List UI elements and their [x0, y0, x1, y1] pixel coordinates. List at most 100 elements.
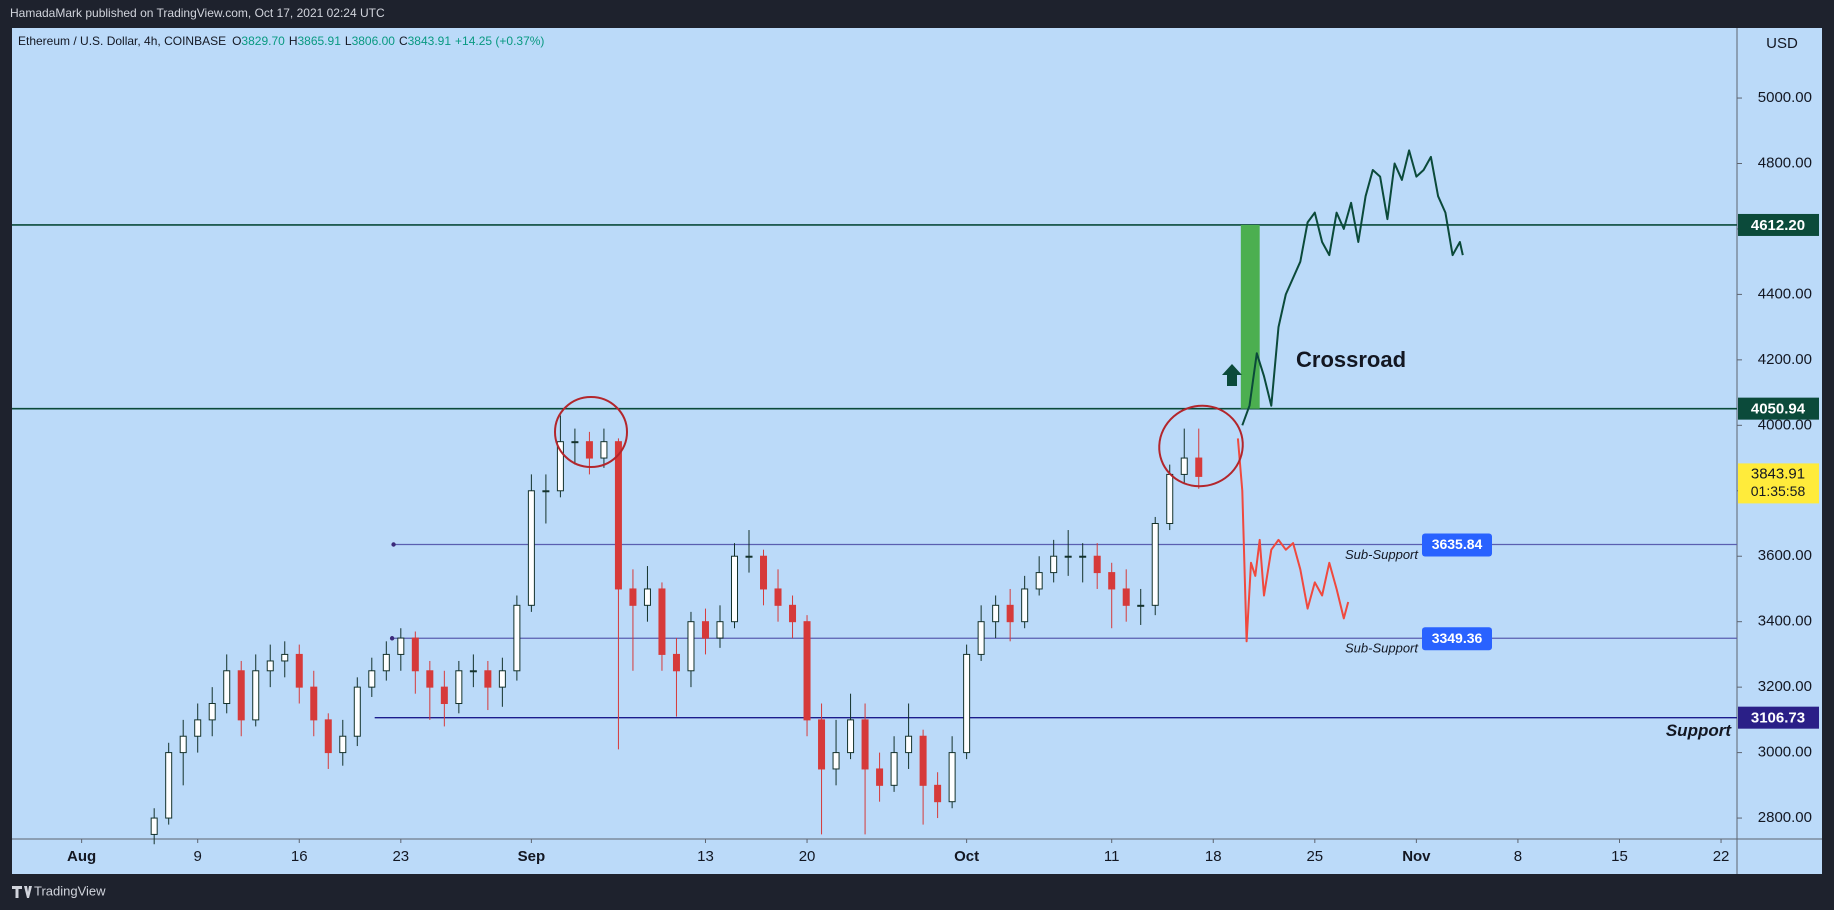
- last-price-box: [1738, 463, 1819, 504]
- x-tick-label: 22: [1713, 848, 1730, 865]
- candle-body: [165, 752, 173, 819]
- symbol-title: Ethereum / U.S. Dollar, 4h, COINBASE: [18, 34, 226, 48]
- x-tick-label: 16: [291, 848, 308, 865]
- ohlc-key: L: [345, 34, 352, 48]
- level-text: Sub-Support: [1345, 547, 1419, 562]
- candle-body: [905, 735, 913, 754]
- candle-body: [687, 621, 695, 672]
- x-tick-label: 9: [194, 848, 202, 865]
- candle-body: [368, 670, 376, 688]
- candle-body: [266, 660, 274, 672]
- candle-body: [556, 441, 564, 492]
- candle-body: [1021, 588, 1029, 623]
- level-price-label: 3106.73: [1751, 710, 1805, 727]
- axis-unit: USD: [1766, 35, 1798, 52]
- candle-body: [629, 588, 637, 606]
- level-price-box: [1738, 706, 1819, 729]
- candle-body: [237, 670, 245, 721]
- change: +14.25 (+0.37%): [455, 34, 544, 48]
- level-price-label: 4612.20: [1751, 217, 1805, 234]
- level-price-label: 3635.84: [1432, 536, 1483, 552]
- candle-body: [876, 768, 884, 786]
- brand-logo: [12, 886, 32, 898]
- candle-body: [948, 752, 956, 803]
- candle-body: [760, 555, 768, 590]
- candle-body: [469, 670, 477, 673]
- candle-body: [179, 735, 187, 754]
- candle-body: [339, 735, 347, 754]
- candle-body: [934, 784, 942, 803]
- ohlc-value: 3829.70: [241, 34, 285, 48]
- candle-body: [382, 653, 390, 672]
- candle-body: [426, 670, 434, 688]
- candle-body: [513, 604, 521, 672]
- level-price-box: [1422, 533, 1492, 557]
- candle-body: [803, 621, 811, 721]
- candle-body: [542, 490, 550, 493]
- candle-body: [295, 653, 303, 688]
- level-price-label: 4050.94: [1751, 401, 1806, 418]
- x-tick-label: 23: [392, 848, 409, 865]
- candle-body: [455, 670, 463, 705]
- candle-body: [1151, 523, 1159, 606]
- level-price-box: [1422, 627, 1492, 651]
- candle-body: [1050, 555, 1058, 574]
- candle-body: [1093, 555, 1101, 574]
- candle-body: [252, 670, 260, 721]
- level-anchor: [391, 542, 396, 547]
- candle-body: [208, 703, 216, 721]
- highlight-circle: [554, 396, 628, 468]
- candle-body: [310, 686, 318, 721]
- x-tick-label: 8: [1514, 848, 1522, 865]
- x-tick-label: Nov: [1402, 848, 1431, 865]
- candle-body: [527, 490, 535, 606]
- candle-body: [498, 670, 506, 688]
- last-price-label: 3843.91: [1751, 465, 1805, 482]
- x-tick-label: Oct: [954, 848, 979, 865]
- ohlc-value: 3843.91: [408, 34, 452, 48]
- candle-body: [1064, 555, 1072, 558]
- y-tick-label: 4400.00: [1758, 285, 1812, 302]
- y-tick-label: 4800.00: [1758, 154, 1812, 171]
- candle-body: [701, 621, 709, 639]
- level-price-label: 3349.36: [1432, 630, 1483, 646]
- ohlc-key: H: [289, 34, 298, 48]
- candle-body: [484, 670, 492, 688]
- candle-body: [789, 604, 797, 623]
- candle-body: [643, 588, 651, 606]
- candle-body: [1035, 572, 1043, 590]
- candle-body: [977, 621, 985, 655]
- x-tick-label: Aug: [67, 848, 96, 865]
- highlight-circle: [1158, 404, 1244, 488]
- x-tick-label: Sep: [518, 848, 546, 865]
- ohlc-key: C: [399, 34, 408, 48]
- candle-body: [672, 653, 680, 672]
- candle-body: [614, 441, 622, 590]
- candle-body: [223, 670, 231, 705]
- candle-body: [194, 719, 202, 737]
- level-text: Support: [1666, 721, 1732, 740]
- countdown: 01:35:58: [1751, 483, 1806, 499]
- level-price-box: [1738, 213, 1819, 236]
- candle-body: [600, 441, 608, 459]
- candle-body: [397, 637, 405, 655]
- level-price-box: [1738, 397, 1819, 420]
- x-tick-label: 20: [799, 848, 816, 865]
- y-tick-label: 5000.00: [1758, 89, 1812, 106]
- x-tick-label: 25: [1306, 848, 1323, 865]
- x-tick-label: 13: [697, 848, 714, 865]
- candle-body: [832, 752, 840, 770]
- candle-body: [861, 719, 869, 770]
- annotation: Crossroad: [1296, 347, 1406, 372]
- ohlc-value: 3865.91: [297, 34, 341, 48]
- candle-body: [963, 653, 971, 754]
- candle-body: [919, 735, 927, 786]
- candle-body: [1006, 604, 1014, 623]
- ohlc-key: O: [232, 34, 241, 48]
- projection-path: [1236, 438, 1350, 643]
- candle-body: [353, 686, 361, 737]
- y-tick-label: 3200.00: [1758, 678, 1812, 695]
- ohlc-value: 3806.00: [352, 34, 396, 48]
- candle-body: [1137, 604, 1145, 607]
